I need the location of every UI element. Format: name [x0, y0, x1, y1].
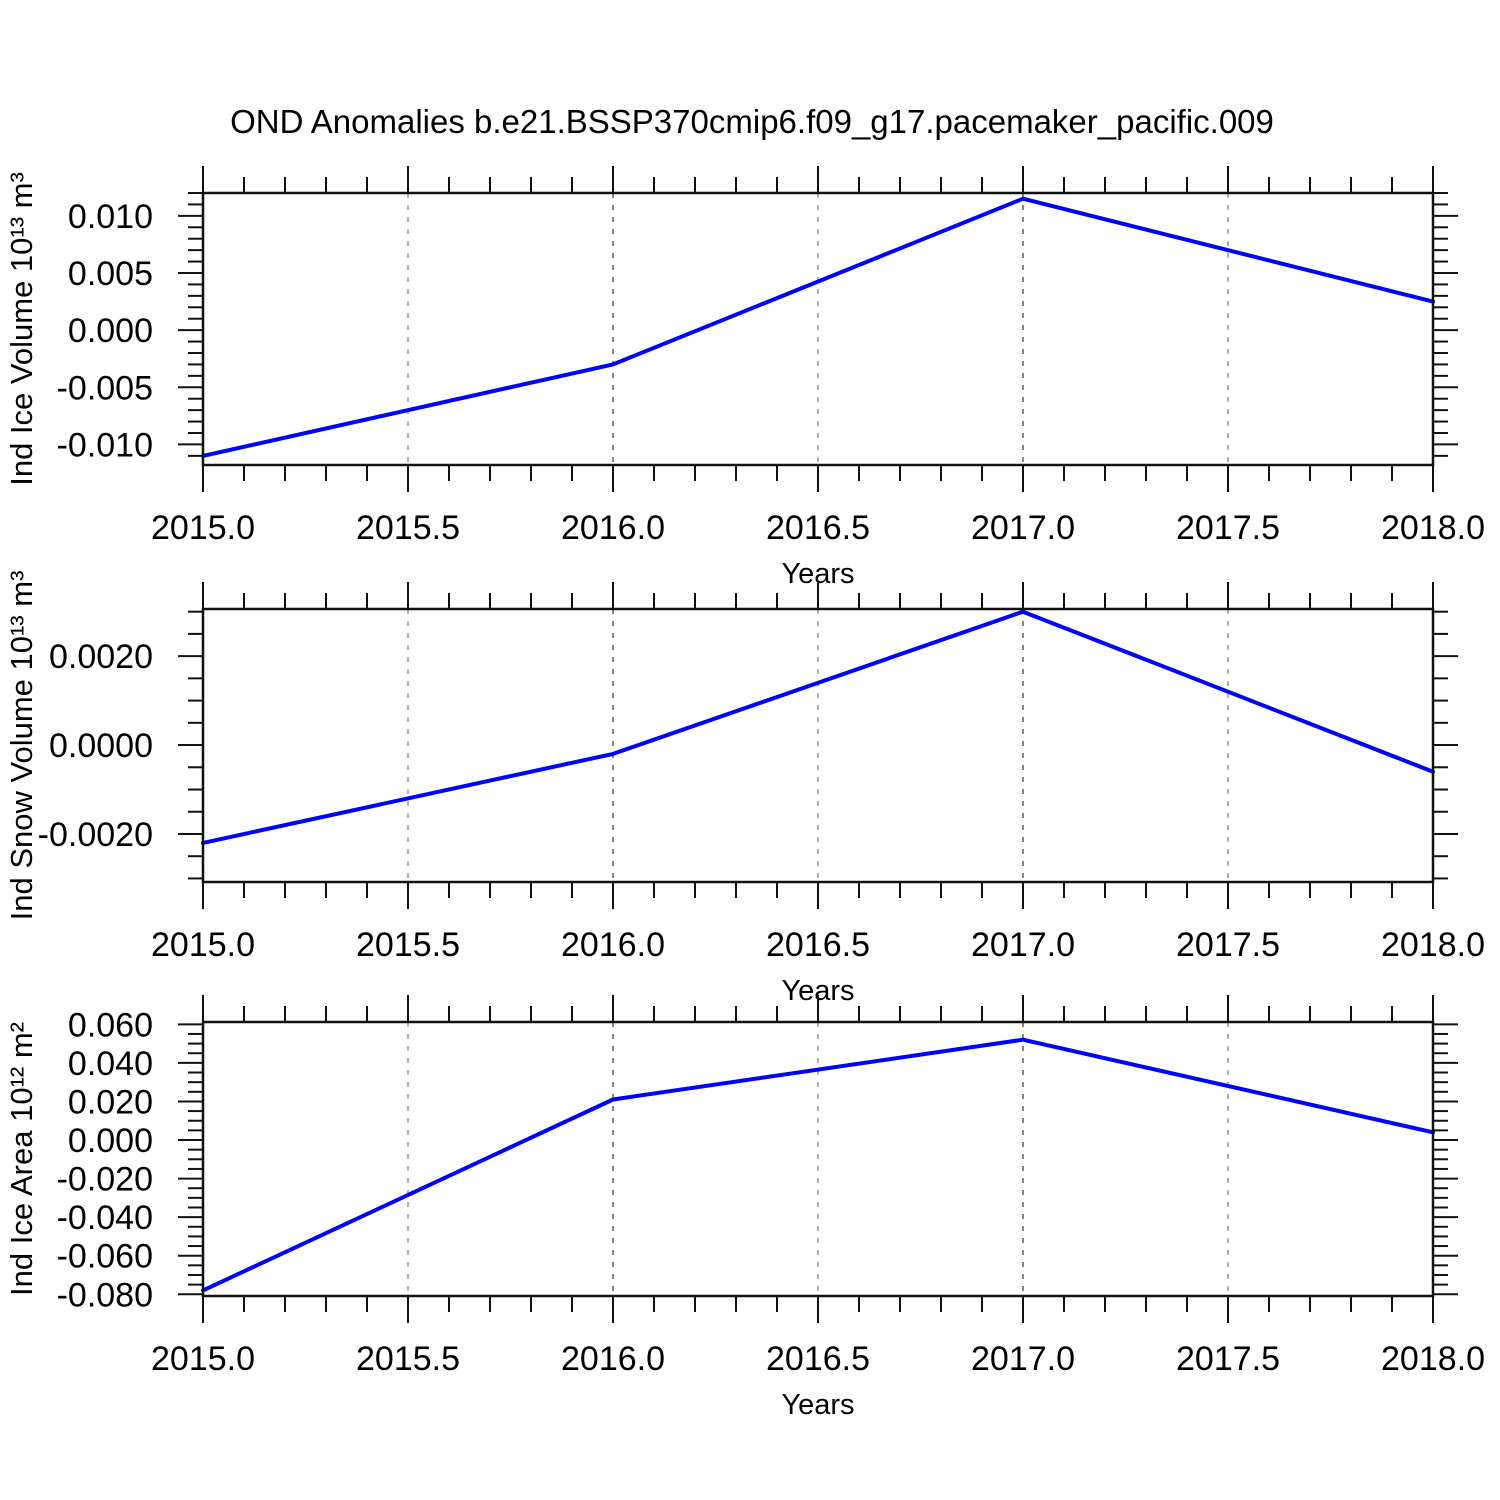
x-tick-label: 2015.5 [356, 509, 460, 547]
chart-title: OND Anomalies b.e21.BSSP370cmip6.f09_g17… [230, 103, 1274, 140]
x-tick-label: 2016.5 [766, 509, 870, 547]
x-tick-label: 2017.0 [971, 509, 1075, 547]
y-tick-label: 0.0020 [49, 638, 153, 676]
x-tick-label: 2018.0 [1381, 1340, 1485, 1378]
y-axis-label: Ind Ice Volume 10¹³ m³ [4, 172, 39, 486]
data-line-ind-ice-volume [201, 196, 1435, 458]
x-tick-label: 2018.0 [1381, 509, 1485, 547]
x-tick-label: 2015.0 [151, 1340, 255, 1378]
x-tick-label: 2016.0 [561, 926, 665, 964]
y-tick-label: -0.0020 [38, 816, 153, 854]
x-axis-label: Years [781, 1389, 854, 1421]
x-tick-label: 2016.5 [766, 926, 870, 964]
x-tick-label: 2017.0 [971, 1340, 1075, 1378]
y-tick-label: -0.005 [57, 369, 153, 407]
x-tick-label: 2018.0 [1381, 926, 1485, 964]
x-tick-label: 2016.5 [766, 1340, 870, 1378]
y-tick-label: -0.010 [57, 426, 153, 464]
y-axis-label: Ind Snow Volume 10¹³ m³ [4, 571, 39, 921]
y-tick-label: 0.010 [68, 198, 153, 236]
y-tick-label: -0.040 [57, 1199, 153, 1237]
panel-ind-snow-volume: 2015.0 2015.5 2016.0 2016.5 2017.0 2017.5 2018… [4, 571, 1485, 1007]
y-tick-label: 0.000 [68, 1122, 153, 1160]
panel-ind-ice-area: 2015.0 2015.5 2016.0 2016.5 2017.0 2017.5 2018… [4, 995, 1485, 1421]
y-axis-label: Ind Ice Area 10¹² m² [4, 1022, 39, 1296]
x-tick-label: 2015.5 [356, 1340, 460, 1378]
y-tick-label: 0.005 [68, 255, 153, 293]
x-tick-label: 2017.0 [971, 926, 1075, 964]
y-tick-label: 0.0000 [49, 727, 153, 765]
y-tick-label: -0.080 [57, 1276, 153, 1314]
x-tick-label: 2015.5 [356, 926, 460, 964]
y-tick-label: -0.060 [57, 1238, 153, 1276]
x-tick-label: 2015.0 [151, 926, 255, 964]
x-tick-label: 2015.0 [151, 509, 255, 547]
panel-ind-ice-volume: 2015.0 2015.5 2016.0 2016.5 2017.0 2017.5 2018… [4, 166, 1485, 590]
x-tick-label: 2017.5 [1176, 1340, 1280, 1378]
y-tick-label: 0.000 [68, 312, 153, 350]
x-tick-label: 2017.5 [1176, 926, 1280, 964]
data-line-ind-snow-volume [201, 609, 1435, 845]
x-tick-label: 2016.0 [561, 509, 665, 547]
x-tick-label: 2016.0 [561, 1340, 665, 1378]
y-tick-label: 0.020 [68, 1083, 153, 1121]
y-tick-label: 0.060 [68, 1006, 153, 1044]
y-tick-label: 0.040 [68, 1045, 153, 1083]
y-tick-label: -0.020 [57, 1161, 153, 1199]
data-line-ind-ice-area [201, 1037, 1435, 1293]
x-tick-label: 2017.5 [1176, 509, 1280, 547]
